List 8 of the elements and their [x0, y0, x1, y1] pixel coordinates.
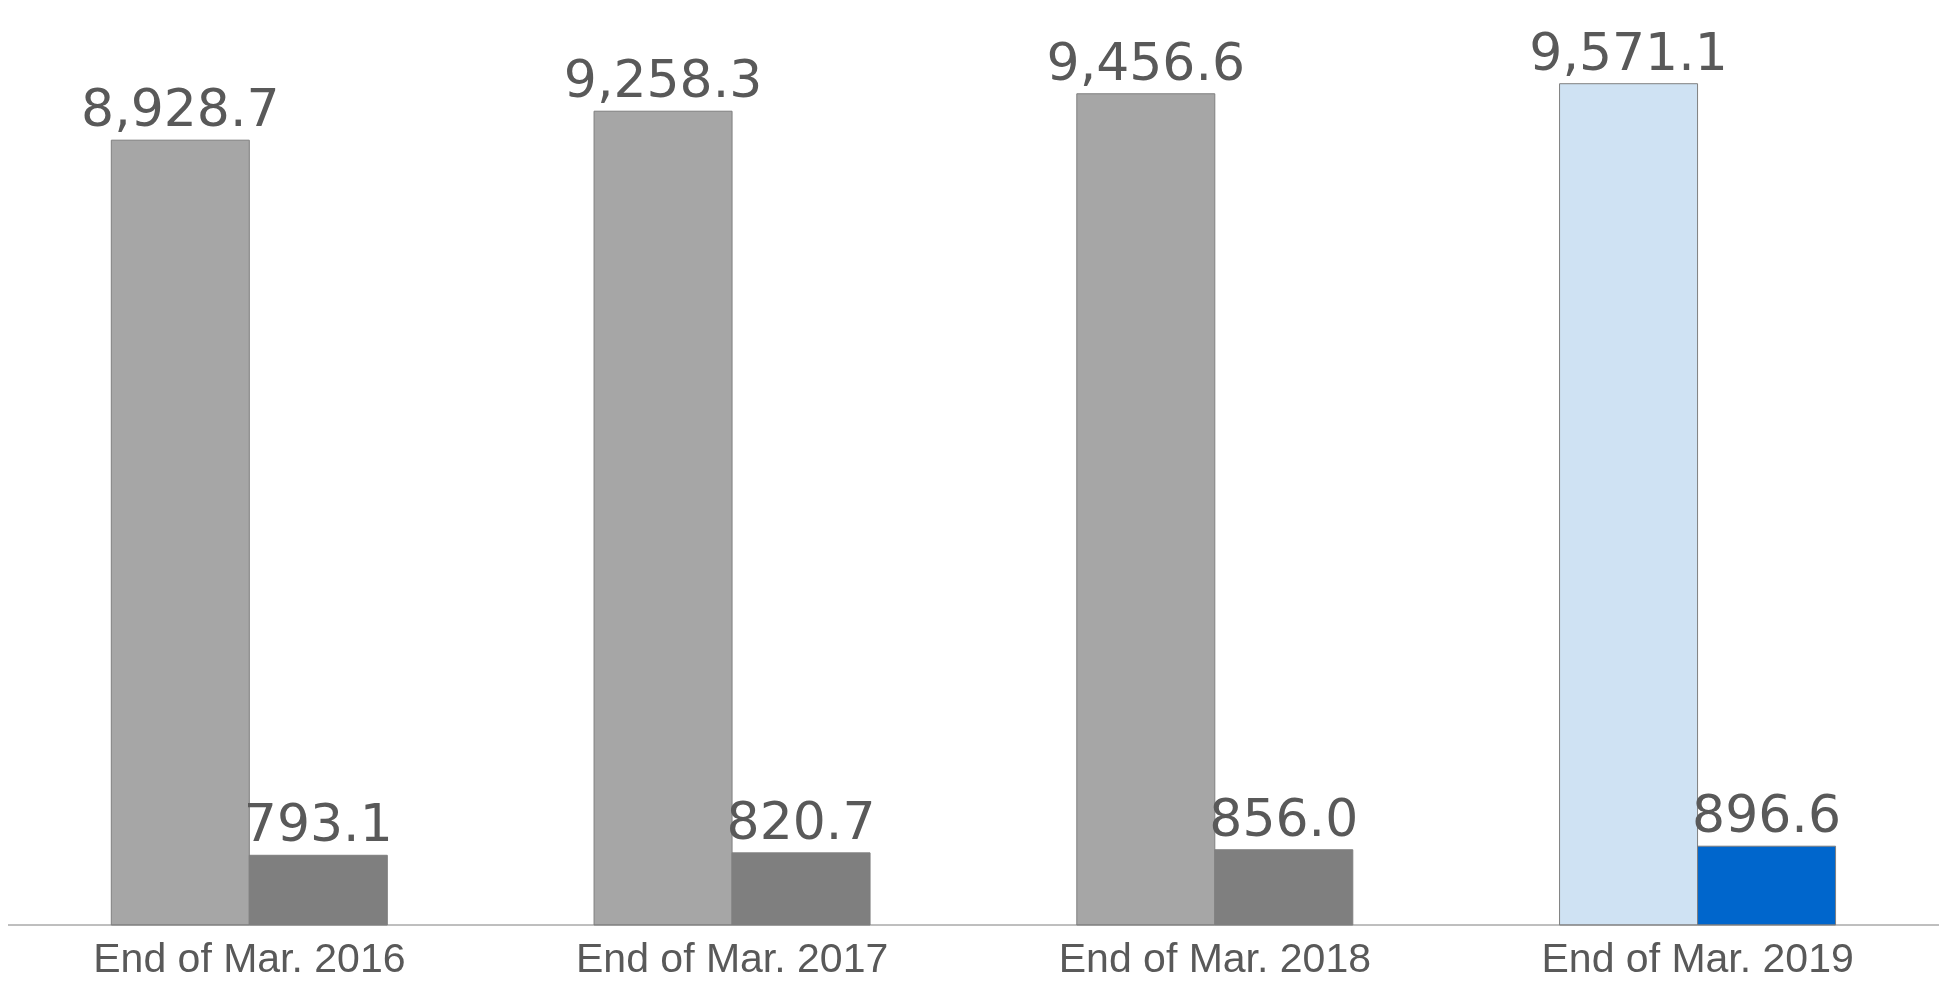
x-tick-label: End of Mar. 2016: [93, 935, 406, 982]
data-label: 9,571.1: [1529, 21, 1728, 82]
data-label: 8,928.7: [81, 78, 280, 139]
data-label: 9,258.3: [563, 49, 763, 110]
data-label: 9,456.6: [1046, 31, 1246, 92]
x-tick-label: End of Mar. 2019: [1541, 935, 1854, 982]
x-tick-label: End of Mar. 2017: [575, 935, 889, 982]
x-tick-label: End of Mar. 2018: [1058, 935, 1372, 982]
